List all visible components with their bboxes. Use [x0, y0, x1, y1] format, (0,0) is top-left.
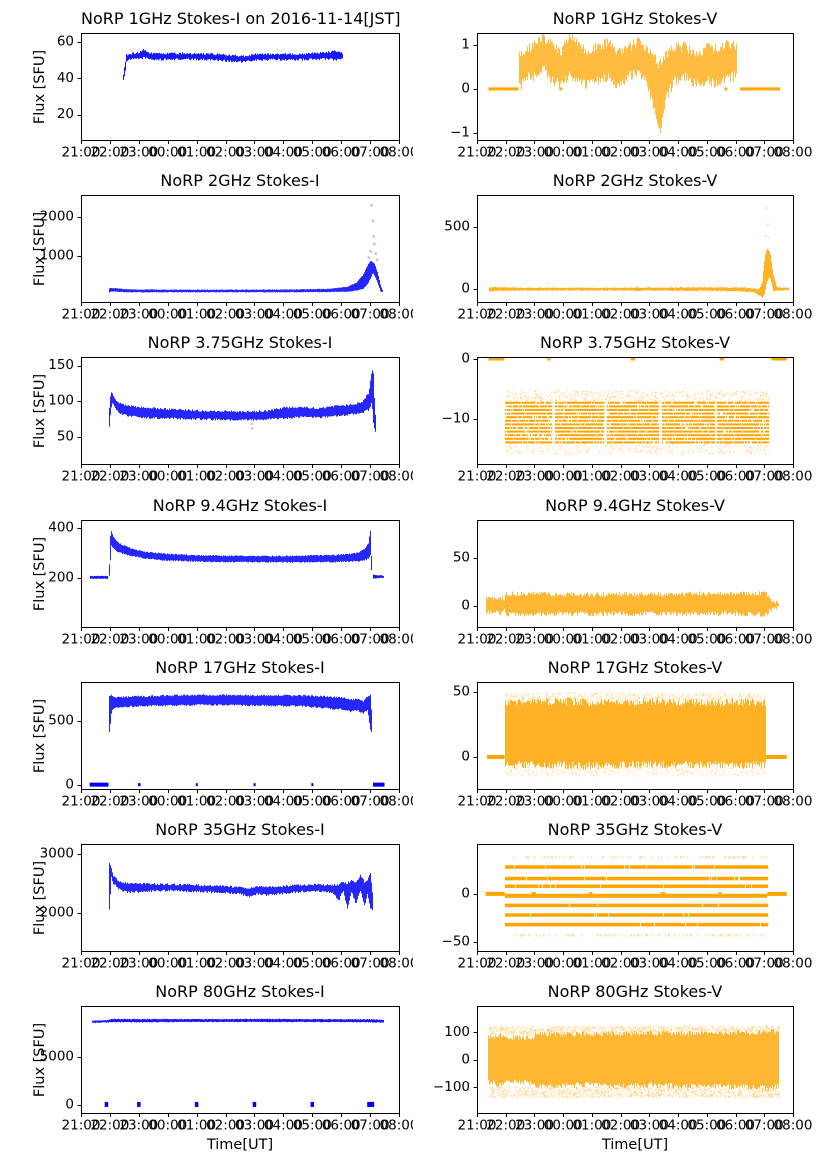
y-axis-label-2ghz-stokes-i: Flux [SFU]: [32, 211, 48, 287]
subplot-3-75ghz-stokes-v: NoRP 3.75GHz Stokes-V: [414, 324, 827, 487]
y-axis-label-9-4ghz-stokes-i: Flux [SFU]: [32, 536, 48, 612]
plot-area-2ghz-stokes-v: [414, 162, 827, 324]
x-axis-label-80ghz-stokes-i: Time[UT]: [206, 1137, 274, 1153]
chart-title-9-4ghz-stokes-v: NoRP 9.4GHz Stokes-V: [545, 496, 725, 515]
plot-area-2ghz-stokes-i: [0, 162, 413, 324]
chart-title-3-75ghz-stokes-v: NoRP 3.75GHz Stokes-V: [539, 333, 731, 352]
subplot-9-4ghz-stokes-v: NoRP 9.4GHz Stokes-V: [414, 487, 827, 649]
subplot-80ghz-stokes-i: NoRP 80GHz Stokes-I Flux [SFU] Time[UT]: [0, 973, 413, 1169]
x-axis-label-80ghz-stokes-v: Time[UT]: [601, 1137, 669, 1153]
y-axis-label-35ghz-stokes-i: Flux [SFU]: [32, 860, 48, 936]
plot-area-1ghz-stokes-i: [0, 0, 413, 162]
subplot-17ghz-stokes-v: NoRP 17GHz Stokes-V: [414, 649, 827, 811]
plot-area-80ghz-stokes-v: [414, 973, 827, 1169]
subplot-2ghz-stokes-i: NoRP 2GHz Stokes-I Flux [SFU]: [0, 162, 413, 324]
chart-title-35ghz-stokes-i: NoRP 35GHz Stokes-I: [155, 820, 325, 839]
subplot-17ghz-stokes-i: NoRP 17GHz Stokes-I Flux [SFU]: [0, 649, 413, 811]
chart-title-80ghz-stokes-i: NoRP 80GHz Stokes-I: [155, 982, 325, 1001]
subplot-1ghz-stokes-i: NoRP 1GHz Stokes-I on 2016-11-14[JST] Fl…: [0, 0, 413, 162]
chart-title-3-75ghz-stokes-i: NoRP 3.75GHz Stokes-I: [147, 333, 333, 352]
plot-area-9-4ghz-stokes-v: [414, 487, 827, 649]
subplot-9-4ghz-stokes-i: NoRP 9.4GHz Stokes-I Flux [SFU]: [0, 487, 413, 649]
chart-title-2ghz-stokes-v: NoRP 2GHz Stokes-V: [552, 171, 718, 190]
chart-title-1ghz-stokes-v: NoRP 1GHz Stokes-V: [552, 9, 718, 28]
subplot-35ghz-stokes-i: NoRP 35GHz Stokes-I Flux [SFU]: [0, 811, 413, 973]
subplot-35ghz-stokes-v: NoRP 35GHz Stokes-V: [414, 811, 827, 973]
plot-area-3-75ghz-stokes-v: [414, 324, 827, 487]
plot-area-17ghz-stokes-i: [0, 649, 413, 811]
chart-title-35ghz-stokes-v: NoRP 35GHz Stokes-V: [547, 820, 723, 839]
plot-area-80ghz-stokes-i: [0, 973, 413, 1169]
chart-title-80ghz-stokes-v: NoRP 80GHz Stokes-V: [547, 982, 723, 1001]
plot-area-17ghz-stokes-v: [414, 649, 827, 811]
subplot-1ghz-stokes-v: NoRP 1GHz Stokes-V: [414, 0, 827, 162]
plot-area-35ghz-stokes-i: [0, 811, 413, 973]
chart-title-17ghz-stokes-i: NoRP 17GHz Stokes-I: [155, 658, 325, 677]
plot-area-9-4ghz-stokes-i: [0, 487, 413, 649]
chart-title-17ghz-stokes-v: NoRP 17GHz Stokes-V: [547, 658, 723, 677]
chart-title-2ghz-stokes-i: NoRP 2GHz Stokes-I: [160, 171, 320, 190]
plot-area-35ghz-stokes-v: [414, 811, 827, 973]
y-axis-label-1ghz-stokes-i: Flux [SFU]: [32, 49, 48, 125]
y-axis-label-3-75ghz-stokes-i: Flux [SFU]: [32, 373, 48, 449]
plot-area-3-75ghz-stokes-i: [0, 324, 413, 487]
y-axis-label-17ghz-stokes-i: Flux [SFU]: [32, 698, 48, 774]
chart-title-1ghz-stokes-i: NoRP 1GHz Stokes-I on 2016-11-14[JST]: [81, 9, 401, 28]
plot-area-1ghz-stokes-v: [414, 0, 827, 162]
subplot-80ghz-stokes-v: NoRP 80GHz Stokes-V Time[UT]: [414, 973, 827, 1169]
subplot-2ghz-stokes-v: NoRP 2GHz Stokes-V: [414, 162, 827, 324]
subplot-3-75ghz-stokes-i: NoRP 3.75GHz Stokes-I Flux [SFU]: [0, 324, 413, 487]
chart-title-9-4ghz-stokes-i: NoRP 9.4GHz Stokes-I: [152, 496, 328, 515]
y-axis-label-80ghz-stokes-i: Flux [SFU]: [32, 1022, 48, 1098]
